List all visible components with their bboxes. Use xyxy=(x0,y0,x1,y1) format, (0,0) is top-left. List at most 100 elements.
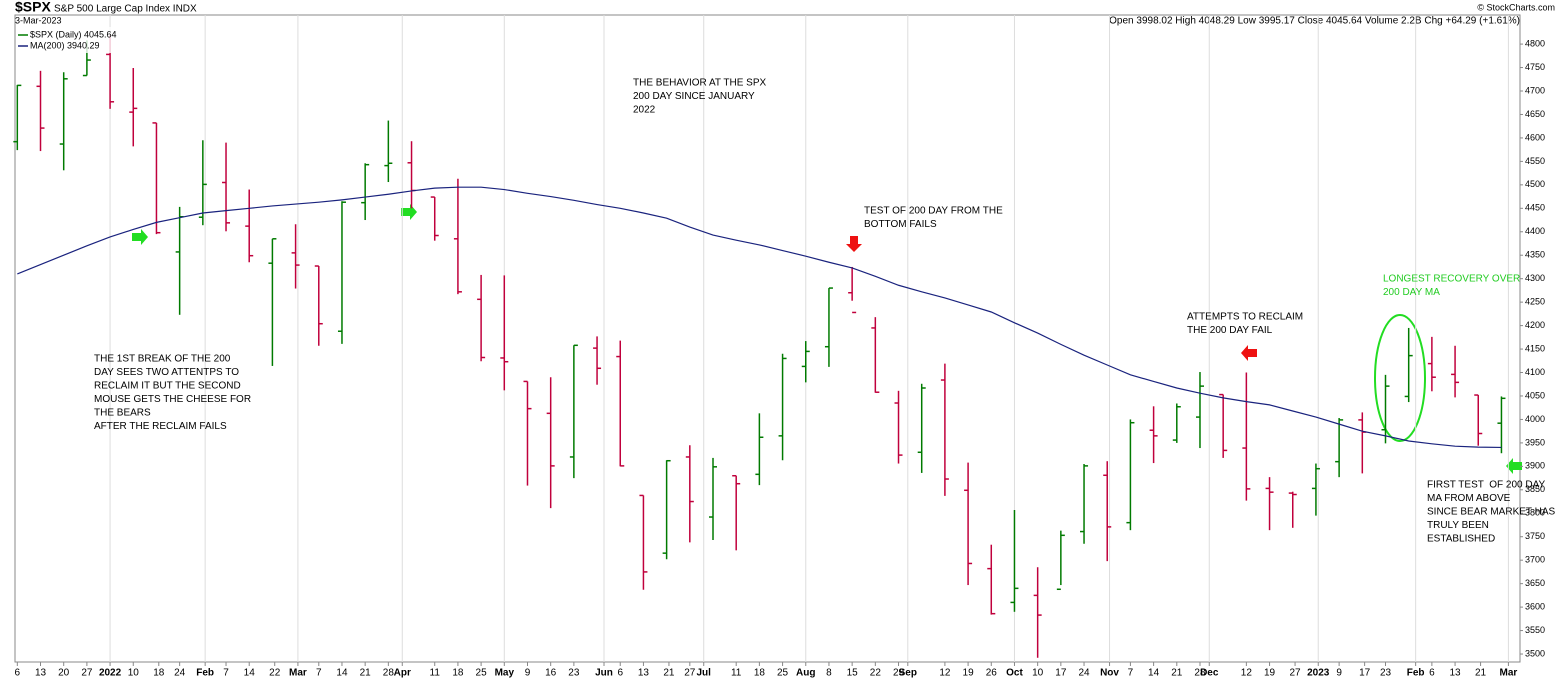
x-tick-label: 27 xyxy=(1289,668,1301,679)
red-arrow xyxy=(1241,345,1257,361)
y-tick-label: 4150 xyxy=(1525,343,1545,353)
credit: © StockCharts.com xyxy=(1477,2,1555,12)
y-tick-label: 3850 xyxy=(1525,484,1545,494)
x-tick-label: 20 xyxy=(58,668,70,679)
y-tick-label: 3800 xyxy=(1525,508,1545,518)
y-tick-label: 3650 xyxy=(1525,578,1545,588)
x-tick-label: 15 xyxy=(847,668,859,679)
x-tick-label: 17 xyxy=(1359,668,1371,679)
annotation: THE 200 DAY FAIL xyxy=(1187,325,1273,336)
annotation: 200 DAY MA xyxy=(1383,287,1440,298)
x-tick-label: 19 xyxy=(963,668,975,679)
x-tick-label: 11 xyxy=(430,668,441,679)
x-tick-label: 23 xyxy=(1380,668,1392,679)
x-tick-label: Mar xyxy=(289,668,307,679)
annotation: ATTEMPTS TO RECLAIM xyxy=(1187,312,1303,323)
legend-box xyxy=(16,27,156,53)
x-tick-label: Jul xyxy=(697,668,712,679)
annotation: MOUSE GETS THE CHEESE FOR xyxy=(94,394,251,405)
highlight-ellipse xyxy=(1374,314,1426,442)
x-tick-label: 6 xyxy=(1429,668,1435,679)
chart-date: 3-Mar-2023 xyxy=(15,15,62,25)
x-tick-label: 18 xyxy=(452,668,464,679)
x-tick-label: 2022 xyxy=(99,668,122,679)
x-tick-label: 6 xyxy=(15,668,21,679)
x-tick-label: 27 xyxy=(684,668,696,679)
y-tick-label: 4300 xyxy=(1525,273,1545,283)
x-tick-label: 13 xyxy=(638,668,650,679)
x-tick-label: 10 xyxy=(1032,668,1044,679)
annotation: THE 1ST BREAK OF THE 200 xyxy=(94,354,231,365)
x-tick-label: 12 xyxy=(939,668,951,679)
x-tick-label: 21 xyxy=(1171,668,1183,679)
x-tick-label: Jun xyxy=(595,668,613,679)
y-tick-label: 3550 xyxy=(1525,625,1545,635)
x-tick-label: 21 xyxy=(360,668,372,679)
green-arrow xyxy=(132,229,148,245)
y-tick-label: 4250 xyxy=(1525,297,1545,307)
legend-label: MA(200) 3940.29 xyxy=(30,40,100,50)
x-tick-label: Dec xyxy=(1200,668,1219,679)
annotation: 2022 xyxy=(633,105,656,116)
x-tick-label: 23 xyxy=(568,668,580,679)
y-tick-label: 4600 xyxy=(1525,132,1545,142)
x-tick-label: 18 xyxy=(153,668,165,679)
x-tick-label: 26 xyxy=(986,668,998,679)
chart-title: $SPX xyxy=(15,0,51,15)
x-tick-label: 13 xyxy=(1450,668,1462,679)
y-tick-label: 4800 xyxy=(1525,38,1545,48)
y-tick-label: 4350 xyxy=(1525,250,1545,260)
annotation: ESTABLISHED xyxy=(1427,534,1495,545)
annotation: FIRST TEST OF 200 DAY xyxy=(1427,480,1546,491)
y-tick-label: 3700 xyxy=(1525,555,1545,565)
green-arrow xyxy=(401,204,417,220)
x-tick-label: Apr xyxy=(394,668,411,679)
x-tick-label: 29 xyxy=(893,668,905,679)
annotation: TEST OF 200 DAY FROM THE xyxy=(864,206,1003,217)
annotation: DAY SEES TWO ATTENTPS TO xyxy=(94,367,239,378)
annotation: SINCE BEAR MARKET HAS xyxy=(1427,507,1556,518)
y-tick-label: 4100 xyxy=(1525,367,1545,377)
annotation: THE BEARS xyxy=(94,408,151,419)
annotation: RECLAIM IT BUT THE SECOND xyxy=(94,381,241,392)
x-tick-label: 8 xyxy=(826,668,832,679)
x-tick-label: Mar xyxy=(1500,668,1518,679)
x-tick-label: 16 xyxy=(545,668,557,679)
quote: Open 3998.02 High 4048.29 Low 3995.17 Cl… xyxy=(1109,16,1520,27)
annotation: 200 DAY SINCE JANUARY xyxy=(633,91,755,102)
plot-frame xyxy=(14,14,1521,663)
y-tick-label: 3750 xyxy=(1525,531,1545,541)
x-tick-label: Oct xyxy=(1006,668,1023,679)
x-tick-label: 25 xyxy=(476,668,488,679)
x-tick-label: 7 xyxy=(223,668,229,679)
green-arrow xyxy=(1506,458,1522,474)
x-tick-label: 28 xyxy=(1194,668,1206,679)
x-tick-label: 24 xyxy=(1078,668,1090,679)
annotation: LONGEST RECOVERY OVER xyxy=(1383,274,1520,285)
y-tick-label: 4700 xyxy=(1525,85,1545,95)
y-tick-label: 3500 xyxy=(1525,648,1545,658)
x-tick-label: 22 xyxy=(870,668,882,679)
x-tick-label: 17 xyxy=(1055,668,1067,679)
y-tick-label: 4050 xyxy=(1525,390,1545,400)
y-tick-label: 4650 xyxy=(1525,109,1545,119)
annotation: BOTTOM FAILS xyxy=(864,219,937,230)
annotation: TRULY BEEN xyxy=(1427,520,1489,531)
x-tick-label: 14 xyxy=(244,668,256,679)
y-tick-label: 4400 xyxy=(1525,226,1545,236)
x-tick-label: 19 xyxy=(1264,668,1276,679)
x-tick-label: 6 xyxy=(617,668,623,679)
x-tick-label: Feb xyxy=(196,668,214,679)
annotation: MA FROM ABOVE xyxy=(1427,493,1511,504)
x-tick-label: 27 xyxy=(81,668,93,679)
legend-label: $SPX (Daily) 4045.64 xyxy=(30,29,117,39)
x-tick-label: 21 xyxy=(663,668,675,679)
y-tick-label: 4200 xyxy=(1525,320,1545,330)
y-tick-label: 4450 xyxy=(1525,203,1545,213)
x-tick-label: 13 xyxy=(35,668,47,679)
annotation: THE BEHAVIOR AT THE SPX xyxy=(633,78,767,89)
y-tick-label: 3950 xyxy=(1525,437,1545,447)
x-tick-label: 14 xyxy=(336,668,348,679)
chart-subtitle: S&P 500 Large Cap Index INDX xyxy=(54,4,197,15)
